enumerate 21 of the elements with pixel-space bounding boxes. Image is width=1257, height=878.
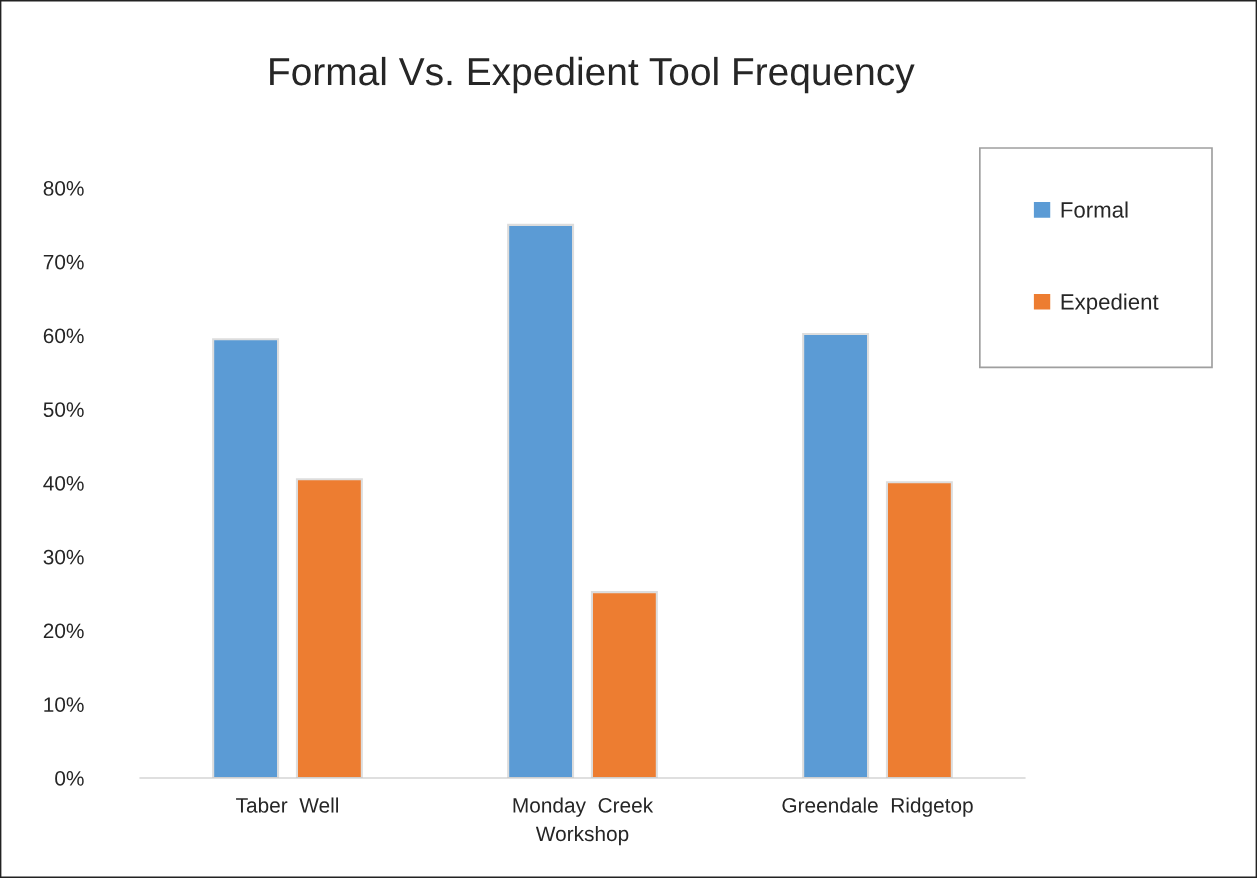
bar: [590, 591, 658, 778]
y-tick-label: 0%: [55, 771, 84, 786]
y-tick-label: 10%: [44, 697, 84, 712]
x-tick-label: Taber Well: [236, 797, 339, 813]
y-tick-label: 20%: [43, 623, 84, 639]
legend-label: Expedient: [1061, 293, 1159, 315]
bar: [212, 338, 280, 778]
legend-label: Formal: [1061, 201, 1128, 218]
bar: [802, 332, 870, 778]
bar: [885, 481, 953, 778]
y-tick-label: 60%: [43, 328, 84, 344]
y-tick-label: 80%: [43, 181, 84, 196]
x-tick-label: Greendale Ridgetop: [782, 797, 973, 817]
y-tick-label: 40%: [43, 476, 84, 491]
bar: [507, 223, 575, 778]
chart-title: Formal Vs. Expedient Tool Frequency: [270, 56, 915, 94]
y-tick-label: 70%: [43, 254, 84, 270]
y-tick-label: 50%: [43, 402, 84, 417]
x-tick-label: Monday Creek Workshop: [513, 797, 654, 846]
bar: [295, 478, 363, 778]
y-tick-label: 30%: [43, 549, 84, 565]
